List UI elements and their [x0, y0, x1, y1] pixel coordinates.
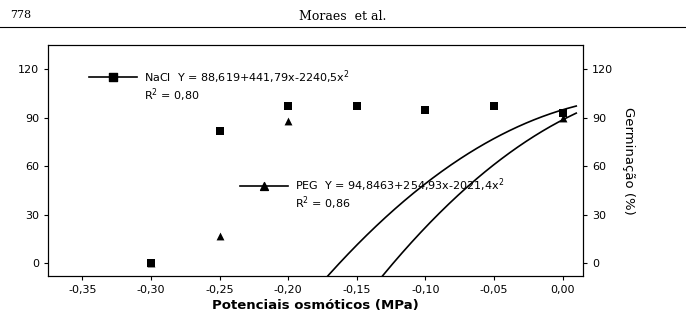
Text: R$^2$ = 0,86: R$^2$ = 0,86: [295, 195, 351, 212]
Point: [283, 118, 294, 124]
Point: [351, 104, 362, 109]
Point: [145, 261, 156, 266]
Point: [557, 115, 568, 120]
Y-axis label: Germinação (%): Germinação (%): [622, 107, 635, 214]
Point: [488, 104, 499, 109]
Text: NaCl  Y = 88,619+441,79x-2240,5x$^2$: NaCl Y = 88,619+441,79x-2240,5x$^2$: [144, 68, 350, 86]
Point: [214, 128, 225, 133]
Point: [557, 110, 568, 115]
Text: 778: 778: [10, 10, 32, 20]
X-axis label: Potenciais osmóticos (MPa): Potenciais osmóticos (MPa): [212, 299, 419, 312]
Point: [259, 183, 270, 188]
Text: R$^2$ = 0,80: R$^2$ = 0,80: [144, 86, 200, 104]
Point: [283, 104, 294, 109]
Text: PEG  Y = 94,8463+254,93x-2021,4x$^2$: PEG Y = 94,8463+254,93x-2021,4x$^2$: [295, 177, 504, 194]
Point: [420, 107, 431, 112]
Point: [145, 261, 156, 266]
Point: [108, 75, 119, 80]
Text: Moraes  et al.: Moraes et al.: [299, 10, 387, 22]
Point: [214, 233, 225, 238]
